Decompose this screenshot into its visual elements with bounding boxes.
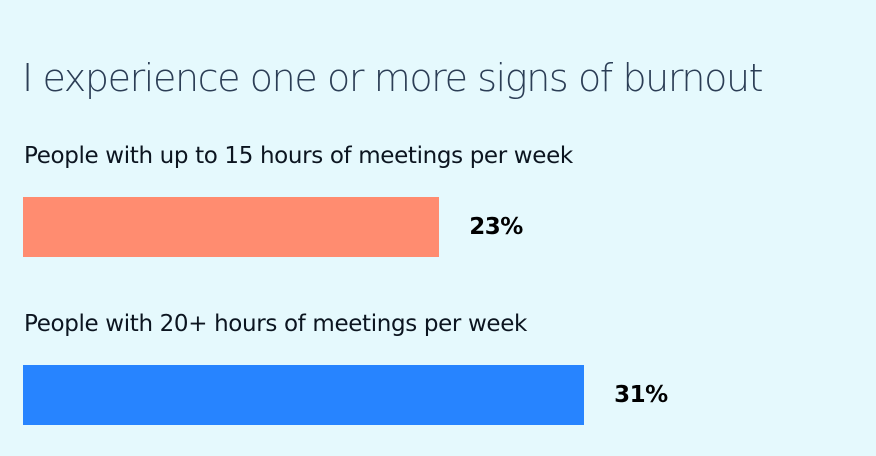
category-label-2: People with 20+ hours of meetings per we…	[24, 311, 527, 337]
bar-1	[23, 197, 440, 257]
chart-title: I experience one or more signs of burnou…	[22, 56, 764, 100]
bar-2	[23, 365, 585, 425]
value-label-2: 31%	[614, 382, 668, 408]
value-label-1: 23%	[469, 214, 523, 240]
category-label-1: People with up to 15 hours of meetings p…	[24, 143, 573, 169]
